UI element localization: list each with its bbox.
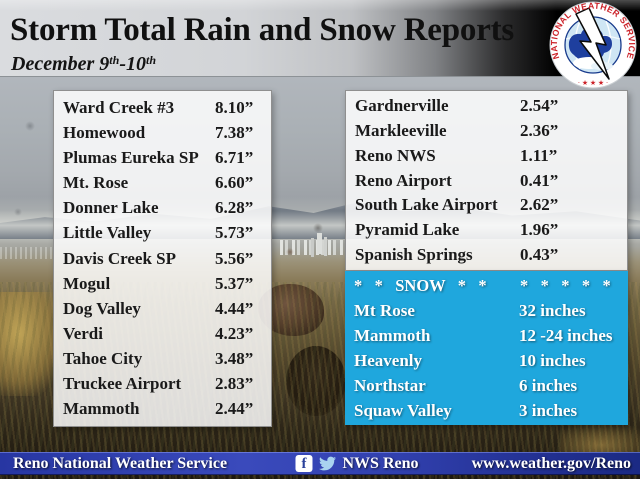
table-row: Spanish Springs 0.43” — [346, 242, 627, 267]
table-row: Homewood 7.38” — [54, 120, 271, 145]
table-row: Heavenly 10 inches — [345, 348, 628, 373]
station-name: Tahoe City — [63, 349, 143, 369]
table-row: Verdi 4.23” — [54, 321, 271, 346]
table-row: Dog Valley 4.44” — [54, 296, 271, 321]
rain-table-left: Ward Creek #3 8.10” Homewood 7.38” Pluma… — [53, 90, 272, 427]
table-row: Tahoe City 3.48” — [54, 347, 271, 372]
station-value: 6 inches — [519, 375, 578, 395]
station-name: Davis Creek SP — [63, 248, 177, 268]
station-name: Truckee Airport — [63, 374, 182, 394]
station-name: Reno NWS — [355, 145, 436, 165]
station-value: 0.41” — [520, 170, 559, 190]
station-value: 0.43” — [520, 244, 559, 264]
table-row: Truckee Airport 2.83” — [54, 372, 271, 397]
footer-social-handle: NWS Reno — [342, 454, 419, 472]
station-name: Reno Airport — [355, 170, 452, 190]
table-row: Reno Airport 0.41” — [346, 168, 627, 193]
station-name: Homewood — [63, 122, 146, 142]
station-value: 32 inches — [519, 300, 586, 320]
station-name: Little Valley — [63, 223, 152, 243]
station-value: 1.11” — [520, 145, 558, 165]
station-value: 10 inches — [519, 350, 586, 370]
station-name: Spanish Springs — [355, 244, 473, 264]
station-value: 6.28” — [215, 198, 254, 218]
station-name: Plumas Eureka SP — [63, 147, 199, 167]
table-row: Mt. Rose 6.60” — [54, 170, 271, 195]
table-row: Markleeville 2.36” — [346, 119, 627, 144]
table-row: Mammoth 2.44” — [54, 397, 271, 422]
station-name: Gardnerville — [355, 96, 449, 116]
station-name: Markleeville — [355, 121, 447, 141]
station-value: 5.37” — [215, 273, 254, 293]
station-value: 7.38” — [215, 122, 254, 142]
table-row: Mammoth 12 -24 inches — [345, 323, 628, 348]
table-row: Ward Creek #3 8.10” — [54, 95, 271, 120]
header-banner: Storm Total Rain and Snow Reports Decemb… — [0, 0, 640, 89]
table-row: Squaw Valley 3 inches — [345, 398, 628, 423]
station-value: 5.73” — [215, 223, 254, 243]
footer-url: www.weather.gov/Reno — [471, 454, 631, 472]
station-name: Mammoth — [354, 325, 431, 345]
snow-rows: Mt Rose 32 inches Mammoth 12 -24 inches … — [345, 298, 628, 423]
station-value: 5.56” — [215, 248, 254, 268]
station-value: 6.71” — [215, 147, 254, 167]
station-name: Pyramid Lake — [355, 219, 460, 239]
snow-header-label: * * SNOW * * — [354, 275, 487, 295]
table-row: Mt Rose 32 inches — [345, 298, 628, 323]
station-value: 2.44” — [215, 399, 254, 419]
nws-logo: NATIONAL WEATHER SERVICE · ★ ★ ★ · — [549, 1, 637, 89]
station-value: 3.48” — [215, 349, 254, 369]
station-value: 1.96” — [520, 219, 559, 239]
station-value: 4.44” — [215, 298, 254, 318]
station-value: 2.36” — [520, 121, 559, 141]
station-name: Mogul — [63, 273, 111, 293]
social-group: f NWS Reno — [295, 454, 419, 473]
snow-section: * * SNOW * * * * * * * Mt Rose 32 inches… — [345, 271, 628, 425]
page-subtitle: December 9th-10th — [11, 53, 156, 75]
station-name: Heavenly — [354, 350, 422, 370]
station-value: 8.10” — [215, 97, 254, 117]
table-row: Gardnerville 2.54” — [346, 94, 627, 119]
table-row: Little Valley 5.73” — [54, 221, 271, 246]
table-row: Donner Lake 6.28” — [54, 196, 271, 221]
lightning-bolt-icon — [575, 7, 610, 80]
station-value: 2.83” — [215, 374, 254, 394]
table-row: Reno NWS 1.11” — [346, 143, 627, 168]
station-name: Northstar — [354, 375, 426, 395]
station-value: 3 inches — [519, 400, 578, 420]
page-title: Storm Total Rain and Snow Reports — [10, 12, 515, 48]
station-name: Dog Valley — [63, 298, 141, 318]
table-row: Pyramid Lake 1.96” — [346, 218, 627, 243]
station-value: 2.54” — [520, 96, 559, 116]
station-name: South Lake Airport — [355, 195, 498, 215]
table-row: Mogul 5.37” — [54, 271, 271, 296]
station-name: Mt Rose — [354, 300, 415, 320]
station-name: Verdi — [63, 323, 103, 343]
table-row: Northstar 6 inches — [345, 373, 628, 398]
rain-table-right: Gardnerville 2.54” Markleeville 2.36” Re… — [345, 90, 628, 271]
station-name: Mt. Rose — [63, 173, 129, 193]
station-value: 2.62” — [520, 195, 559, 215]
snow-header-stars: * * * * * — [520, 275, 611, 295]
rain-snow-table-right: Gardnerville 2.54” Markleeville 2.36” Re… — [345, 90, 628, 425]
twitter-icon — [318, 456, 336, 471]
station-value: 4.23” — [215, 323, 254, 343]
logo-stars: · ★ ★ ★ · — [578, 79, 609, 87]
station-value: 12 -24 inches — [519, 325, 613, 345]
station-name: Ward Creek #3 — [63, 97, 175, 117]
table-row: South Lake Airport 2.62” — [346, 193, 627, 218]
facebook-icon: f — [295, 455, 313, 472]
footer-bar: Reno National Weather Service f NWS Reno… — [0, 452, 640, 475]
footer-org-text: Reno National Weather Service — [13, 454, 228, 472]
table-row: Davis Creek SP 5.56” — [54, 246, 271, 271]
table-row: Plumas Eureka SP 6.71” — [54, 145, 271, 170]
snow-section-header: * * SNOW * * * * * * * — [345, 273, 628, 298]
station-name: Mammoth — [63, 399, 140, 419]
station-name: Donner Lake — [63, 198, 159, 218]
station-name: Squaw Valley — [354, 400, 452, 420]
station-value: 6.60” — [215, 173, 254, 193]
